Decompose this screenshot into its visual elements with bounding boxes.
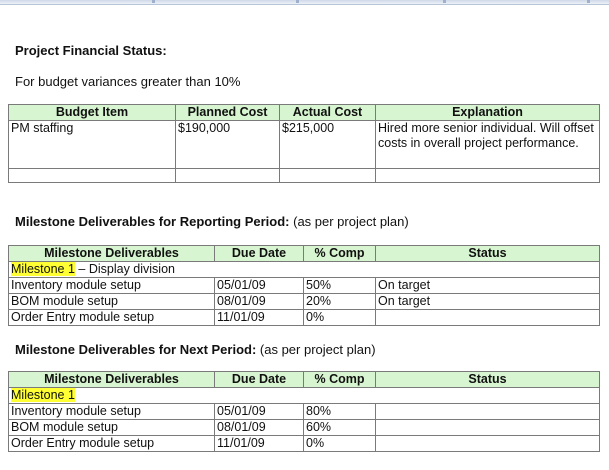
column-header: Due Date: [214, 245, 304, 262]
milestone-row: Milestone 1 – Display division: [8, 261, 600, 278]
table-cell: 50%: [303, 277, 376, 294]
table-cell: $190,000: [175, 120, 280, 169]
table-cell: Inventory module setup: [8, 403, 215, 420]
next-period-title: Milestone Deliverables for Next Period:: [15, 342, 257, 357]
table-row: Order Entry module setup 11/01/09 0%: [8, 435, 600, 452]
table-cell: On target: [375, 277, 600, 294]
table-cell: 08/01/09: [214, 293, 304, 310]
table-cell: Inventory module setup: [8, 277, 215, 294]
column-header: % Comp: [303, 245, 376, 262]
table-cell: 05/01/09: [214, 403, 304, 420]
milestone-suffix: – Display division: [74, 262, 175, 276]
table-header-row: Milestone Deliverables Due Date % Comp S…: [8, 371, 600, 388]
reporting-period-title: Milestone Deliverables for Reporting Per…: [15, 214, 290, 229]
table-row: PM staffing $190,000 $215,000 Hired more…: [8, 120, 600, 169]
milestone-label: Milestone 1: [11, 262, 75, 276]
ruler-tick: [587, 0, 590, 3]
milestone-cell: Milestone 1: [8, 387, 600, 404]
financial-status-subtitle: For budget variances greater than 10%: [15, 74, 241, 89]
column-header: % Comp: [303, 371, 376, 388]
table-cell: [375, 403, 600, 420]
table-cell: PM staffing: [8, 120, 176, 169]
window-top-border: [0, 0, 609, 5]
table-row: Order Entry module setup 11/01/09 0%: [8, 309, 600, 326]
column-header: Actual Cost: [279, 104, 376, 121]
table-cell: [279, 168, 376, 183]
ruler-tick: [296, 0, 299, 3]
table-row: BOM module setup 08/01/09 20% On target: [8, 293, 600, 310]
ruler-tick: [152, 0, 155, 3]
table-cell: 11/01/09: [214, 309, 304, 326]
table-cell: [375, 419, 600, 436]
table-cell: 20%: [303, 293, 376, 310]
reporting-period-note: (as per project plan): [289, 214, 409, 229]
table-cell: 0%: [303, 435, 376, 452]
table-cell: [375, 435, 600, 452]
ruler-tick: [443, 0, 446, 3]
table-cell: Order Entry module setup: [8, 309, 215, 326]
reporting-period-heading: Milestone Deliverables for Reporting Per…: [15, 214, 409, 229]
table-row: Inventory module setup 05/01/09 80%: [8, 403, 600, 420]
table-cell: BOM module setup: [8, 419, 215, 436]
table-cell: Order Entry module setup: [8, 435, 215, 452]
column-header: Explanation: [375, 104, 600, 121]
column-header: Milestone Deliverables: [8, 245, 215, 262]
table-cell: 11/01/09: [214, 435, 304, 452]
next-period-heading: Milestone Deliverables for Next Period: …: [15, 342, 376, 357]
table-cell: 60%: [303, 419, 376, 436]
table-cell: [8, 168, 176, 183]
table-cell: [375, 168, 600, 183]
column-header: Due Date: [214, 371, 304, 388]
table-cell: $215,000: [279, 120, 376, 169]
table-row: BOM module setup 08/01/09 60%: [8, 419, 600, 436]
table-cell: Hired more senior individual. Will offse…: [375, 120, 600, 169]
table-cell: [375, 309, 600, 326]
reporting-milestone-table: Milestone Deliverables Due Date % Comp S…: [8, 245, 600, 326]
milestone-label: Milestone 1: [11, 388, 75, 402]
table-row: [8, 168, 600, 183]
table-row: Inventory module setup 05/01/09 50% On t…: [8, 277, 600, 294]
column-header: Status: [375, 245, 600, 262]
column-header: Status: [375, 371, 600, 388]
next-milestone-table: Milestone Deliverables Due Date % Comp S…: [8, 371, 600, 452]
financial-status-heading: Project Financial Status:: [15, 43, 167, 58]
column-header: Planned Cost: [175, 104, 280, 121]
table-cell: 08/01/09: [214, 419, 304, 436]
table-cell: 80%: [303, 403, 376, 420]
table-cell: 0%: [303, 309, 376, 326]
next-period-note: (as per project plan): [256, 342, 376, 357]
table-cell: On target: [375, 293, 600, 310]
table-header-row: Milestone Deliverables Due Date % Comp S…: [8, 245, 600, 262]
table-cell: 05/01/09: [214, 277, 304, 294]
table-cell: [175, 168, 280, 183]
table-cell: BOM module setup: [8, 293, 215, 310]
column-header: Milestone Deliverables: [8, 371, 215, 388]
budget-table: Budget Item Planned Cost Actual Cost Exp…: [8, 104, 600, 183]
milestone-cell: Milestone 1 – Display division: [8, 261, 600, 278]
column-header: Budget Item: [8, 104, 176, 121]
table-header-row: Budget Item Planned Cost Actual Cost Exp…: [8, 104, 600, 121]
milestone-row: Milestone 1: [8, 387, 600, 404]
